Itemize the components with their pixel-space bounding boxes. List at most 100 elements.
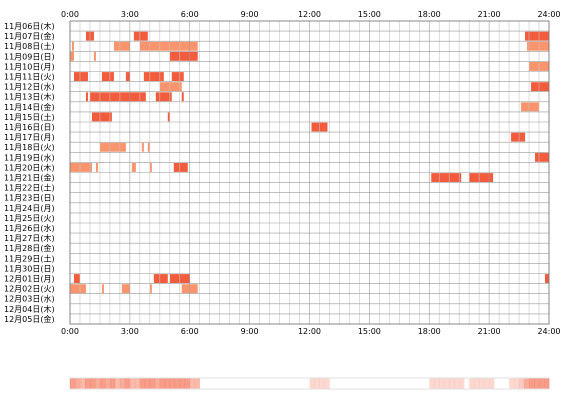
density-cell bbox=[174, 378, 181, 389]
row-label: 11月29日(土) bbox=[4, 253, 55, 263]
sleep-segment bbox=[101, 284, 104, 294]
density-cell bbox=[94, 378, 101, 389]
x-tick-label-top: 3:00 bbox=[121, 10, 139, 19]
sleep-segment bbox=[147, 142, 150, 152]
density-cell bbox=[539, 378, 545, 389]
row-label: 11月26日(水) bbox=[4, 223, 55, 233]
density-cell bbox=[449, 378, 455, 389]
row-label: 11月09日(日) bbox=[4, 52, 55, 61]
row-label: 11月08日(土) bbox=[4, 41, 55, 51]
sleep-segment bbox=[139, 41, 198, 51]
row-label: 12月02日(火) bbox=[4, 285, 55, 294]
sleep-segment bbox=[469, 173, 494, 182]
row-label: 11月11日(火) bbox=[4, 73, 55, 82]
x-tick-label-top: 21:00 bbox=[478, 10, 501, 19]
density-cell bbox=[79, 378, 86, 389]
row-label: 11月06日(木) bbox=[4, 21, 55, 31]
density-cell bbox=[159, 378, 166, 389]
density-cell bbox=[524, 378, 530, 389]
density-cell bbox=[459, 378, 465, 389]
row-label: 12月03日(水) bbox=[4, 294, 55, 304]
density-cell bbox=[429, 378, 435, 389]
density-cell bbox=[534, 378, 540, 389]
x-tick-label-bottom: 3:00 bbox=[121, 327, 139, 336]
x-tick-label-bottom: 24:00 bbox=[537, 327, 560, 336]
density-cell bbox=[309, 378, 315, 389]
sleep-segment bbox=[101, 72, 114, 81]
density-cell bbox=[434, 378, 440, 389]
sleep-segment bbox=[93, 51, 96, 61]
density-cell bbox=[194, 378, 201, 389]
density-cell bbox=[474, 378, 480, 389]
density-cell bbox=[544, 378, 550, 389]
row-label: 11月16日(日) bbox=[4, 123, 55, 132]
row-label: 11月24日(月) bbox=[4, 204, 55, 213]
density-cell bbox=[514, 378, 520, 389]
density-cell bbox=[104, 378, 111, 389]
x-tick-label-bottom: 0:00 bbox=[61, 327, 79, 336]
density-cell bbox=[179, 378, 186, 389]
density-cell bbox=[169, 378, 176, 389]
density-cell bbox=[324, 378, 330, 389]
row-label: 11月17日(月) bbox=[4, 133, 55, 142]
density-cell bbox=[509, 378, 515, 389]
row-label: 11月21日(金) bbox=[4, 173, 55, 183]
x-tick-label-top: 0:00 bbox=[61, 10, 79, 19]
x-tick-label-bottom: 6:00 bbox=[181, 327, 199, 336]
density-cell bbox=[319, 378, 325, 389]
sleep-segment bbox=[531, 82, 549, 92]
density-cell bbox=[74, 378, 81, 389]
row-label: 11月30日(日) bbox=[4, 264, 55, 273]
x-tick-label-bottom: 21:00 bbox=[478, 327, 501, 336]
sleep-segment bbox=[95, 163, 98, 172]
x-tick-label-bottom: 18:00 bbox=[418, 327, 441, 336]
sleep-segment bbox=[133, 31, 148, 41]
row-label: 11月20日(木) bbox=[4, 162, 55, 172]
sleep-segment bbox=[169, 51, 198, 61]
sleep-segment bbox=[73, 72, 88, 81]
density-cell bbox=[519, 378, 525, 389]
density-cell bbox=[439, 378, 445, 389]
x-tick-label-top: 6:00 bbox=[181, 10, 199, 19]
sleep-segment bbox=[85, 92, 88, 102]
x-tick-label-bottom: 9:00 bbox=[241, 327, 259, 336]
sleep-segment bbox=[167, 112, 170, 122]
density-cell bbox=[489, 378, 495, 389]
density-cell bbox=[479, 378, 485, 389]
density-cell bbox=[469, 378, 475, 389]
row-label: 12月05日(金) bbox=[4, 314, 55, 324]
sleep-segment bbox=[535, 152, 546, 162]
density-cell bbox=[119, 378, 126, 389]
sleep-segment bbox=[169, 82, 182, 92]
density-cell bbox=[144, 378, 151, 389]
density-cell bbox=[70, 378, 76, 389]
row-label: 11月25日(火) bbox=[4, 214, 55, 223]
sleep-segment bbox=[527, 41, 549, 51]
sleep-segment bbox=[545, 274, 549, 283]
sleep-segment bbox=[121, 284, 130, 294]
row-label: 11月12日(水) bbox=[4, 82, 55, 92]
density-cell bbox=[129, 378, 136, 389]
sleep-segment bbox=[171, 72, 184, 81]
sleep-segment bbox=[149, 163, 152, 172]
density-cell bbox=[109, 378, 116, 389]
x-tick-label-top: 9:00 bbox=[241, 10, 259, 19]
x-tick-label-top: 18:00 bbox=[418, 10, 441, 19]
sleep-segment bbox=[181, 92, 184, 102]
row-label: 11月19日(水) bbox=[4, 152, 55, 162]
density-cell bbox=[124, 378, 131, 389]
sleep-segment bbox=[535, 31, 548, 41]
sleep-segment bbox=[155, 92, 172, 102]
density-cell bbox=[154, 378, 161, 389]
density-cell bbox=[99, 378, 106, 389]
row-label: 11月10日(月) bbox=[4, 62, 55, 71]
row-label: 11月07日(金) bbox=[4, 31, 55, 41]
row-label: 11月13日(木) bbox=[4, 92, 55, 102]
sleep-segment bbox=[153, 274, 168, 283]
x-tick-label-top: 12:00 bbox=[298, 10, 321, 19]
row-label: 11月15日(土) bbox=[4, 112, 55, 122]
density-cell bbox=[484, 378, 490, 389]
density-cell bbox=[529, 378, 535, 389]
sleep-segment bbox=[143, 72, 164, 81]
